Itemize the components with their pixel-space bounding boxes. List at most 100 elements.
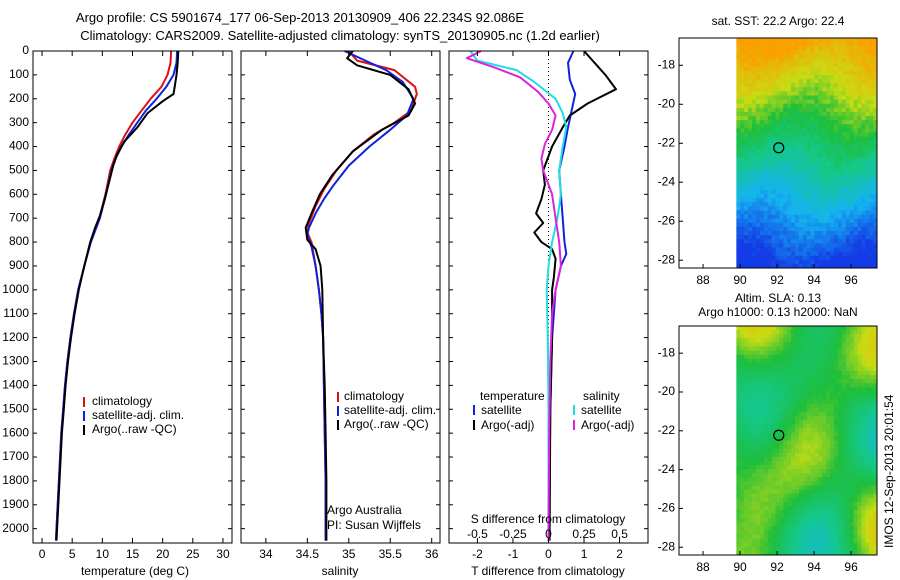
map-cell	[822, 477, 827, 482]
map-cell	[853, 330, 859, 335]
map-cell	[806, 407, 812, 413]
map-cell	[873, 58, 877, 64]
map-cell	[861, 169, 866, 175]
map-cell	[775, 66, 780, 72]
map-cell	[865, 469, 870, 474]
map-cell	[798, 440, 804, 446]
map-cell	[775, 473, 780, 478]
map-cell	[853, 70, 859, 76]
map-cell	[759, 338, 765, 343]
map-cell	[834, 432, 839, 438]
map-cell	[755, 362, 761, 368]
map-cell	[775, 62, 780, 68]
footer-stamp: IMOS 12-Sep-2013 20:01:54	[882, 394, 896, 548]
map-cell	[802, 111, 808, 117]
salinity-xtick-label: 35	[342, 547, 356, 561]
map-cell	[794, 469, 800, 474]
map-cell	[744, 411, 749, 417]
map-cell	[841, 157, 847, 162]
map-cell	[806, 395, 812, 401]
map-cell	[834, 70, 839, 76]
map-cell	[818, 107, 823, 113]
map-cell	[865, 530, 870, 536]
map-cell	[751, 452, 757, 458]
map-cell	[806, 534, 812, 540]
map-cell	[818, 222, 823, 228]
map-cell	[775, 95, 780, 101]
map-cell	[849, 518, 855, 523]
map-cell	[763, 379, 769, 384]
map-cell	[818, 54, 823, 60]
map-cell	[748, 132, 753, 138]
map-cell	[814, 432, 820, 438]
map-cell	[759, 177, 765, 183]
map-cell	[869, 428, 874, 433]
map-cell	[740, 415, 745, 421]
map-cell	[791, 173, 796, 179]
map-cell	[748, 144, 753, 150]
map-cell	[779, 38, 784, 43]
map-cell	[849, 148, 855, 154]
map-cell	[759, 387, 765, 393]
map-cell	[767, 522, 773, 527]
map-cell	[791, 91, 796, 97]
map-cell	[822, 181, 827, 187]
map-cell	[869, 66, 874, 72]
map-cell	[779, 403, 784, 409]
map-cell	[841, 120, 847, 125]
map-cell	[736, 263, 741, 268]
map-cell	[849, 542, 855, 548]
map-cell	[869, 526, 874, 532]
map-cell	[748, 214, 753, 220]
map-ytick-label: -24	[658, 462, 676, 476]
map-cell	[763, 169, 769, 175]
map-cell	[826, 58, 831, 64]
map-cell	[771, 415, 777, 421]
map-cell	[810, 247, 816, 253]
map-cell	[806, 243, 812, 249]
map-cell	[783, 239, 788, 244]
map-cell	[849, 132, 855, 138]
map-cell	[791, 74, 796, 80]
map-cell	[791, 514, 796, 519]
map-cell	[810, 235, 816, 240]
map-cell	[830, 530, 835, 536]
map-cell	[751, 91, 757, 97]
map-cell	[869, 46, 874, 51]
map-cell	[857, 214, 862, 220]
map-cell	[873, 379, 877, 384]
map-cell	[837, 350, 843, 356]
map-cell	[873, 198, 877, 203]
map-cell	[736, 485, 741, 491]
map-cell	[822, 62, 827, 68]
map-cell	[787, 538, 792, 544]
map-cell	[873, 469, 877, 474]
map-cell	[794, 452, 800, 458]
map-cell	[771, 452, 777, 458]
map-cell	[748, 489, 753, 495]
map-cell	[751, 428, 757, 433]
map-cell	[869, 330, 874, 335]
map-cell	[751, 54, 757, 60]
map-cell	[857, 387, 862, 393]
map-cell	[759, 194, 765, 199]
map-cell	[841, 501, 847, 507]
map-cell	[791, 206, 796, 212]
map-cell	[775, 338, 780, 343]
map-cell	[767, 538, 773, 544]
map-cell	[763, 403, 769, 409]
map-cell	[798, 74, 804, 80]
map-cell	[845, 99, 851, 105]
map-cell	[865, 366, 870, 372]
map-cell	[759, 465, 765, 470]
map-cell	[837, 50, 843, 56]
map-cell	[755, 370, 761, 376]
map-cell	[861, 387, 866, 393]
map-cell	[814, 526, 820, 532]
map-cell	[841, 456, 847, 462]
map-cell	[806, 428, 812, 433]
map-cell	[744, 436, 749, 442]
map-cell	[736, 169, 741, 175]
map-cell	[873, 505, 877, 511]
map-cell	[837, 95, 843, 101]
